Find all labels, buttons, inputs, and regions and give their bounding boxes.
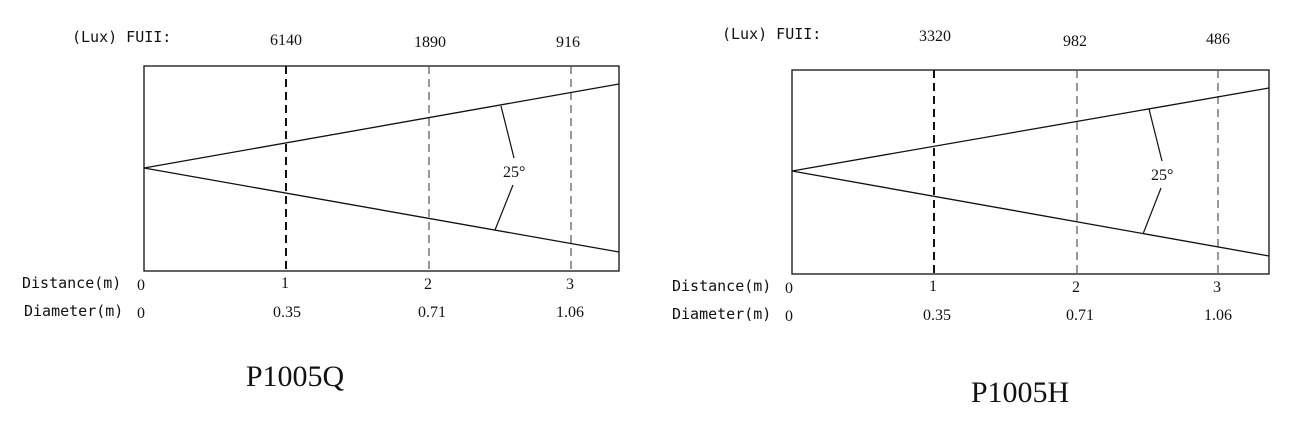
diameter-0: 0	[137, 305, 145, 322]
lux-value-3m: 916	[556, 34, 580, 51]
lux-value-1m: 6140	[270, 32, 302, 49]
diameter-2: 0.71	[418, 304, 446, 321]
beam-upper-edge	[143, 83, 620, 169]
diameter-2: 0.71	[1066, 307, 1094, 324]
distance-2: 2	[424, 276, 432, 293]
distance-1: 1	[281, 275, 289, 292]
diameter-3: 1.06	[556, 304, 584, 321]
distance-label: Distance(m)	[22, 274, 121, 292]
diameter-label: Diameter(m)	[24, 302, 123, 320]
beam-lower-edge	[791, 170, 1270, 257]
lux-value-1m: 3320	[919, 28, 951, 45]
diameter-0: 0	[785, 308, 793, 325]
lux-value-2m: 1890	[414, 34, 446, 51]
distance-0: 0	[137, 277, 145, 294]
distance-2: 2	[1072, 279, 1080, 296]
distance-label: Distance(m)	[672, 277, 771, 295]
angle-arc-lower	[1142, 187, 1162, 235]
beam-angle: 25°	[1151, 167, 1173, 184]
beam-diagram-p1005q: (Lux) FUII: 6140 1890 916 25° Distance(m…	[22, 28, 620, 393]
model-name: P1005H	[971, 376, 1069, 409]
diameter-3: 1.06	[1204, 307, 1232, 324]
angle-arc-upper	[500, 105, 515, 159]
diameter-1: 0.35	[273, 304, 301, 321]
angle-arc-lower	[494, 184, 514, 231]
distance-3: 3	[566, 276, 574, 293]
distance-3: 3	[1213, 279, 1221, 296]
beam-lower-edge	[143, 167, 620, 253]
angle-arc-upper	[1148, 108, 1163, 162]
model-name: P1005Q	[246, 360, 345, 393]
diameter-1: 0.35	[923, 307, 951, 324]
lux-label: (Lux) FUII:	[72, 28, 171, 46]
distance-1: 1	[929, 278, 937, 295]
distance-0: 0	[785, 280, 793, 297]
lux-value-3m: 486	[1206, 31, 1230, 48]
diameter-label: Diameter(m)	[672, 305, 771, 323]
lux-label: (Lux) FUII:	[722, 25, 821, 43]
beam-upper-edge	[791, 87, 1270, 172]
beam-diagram-p1005h: (Lux) FUII: 3320 982 486 25° Distance(m)…	[672, 25, 1270, 409]
lux-value-2m: 982	[1063, 33, 1087, 50]
diagram-frame	[791, 69, 1270, 275]
beam-angle: 25°	[503, 164, 525, 181]
